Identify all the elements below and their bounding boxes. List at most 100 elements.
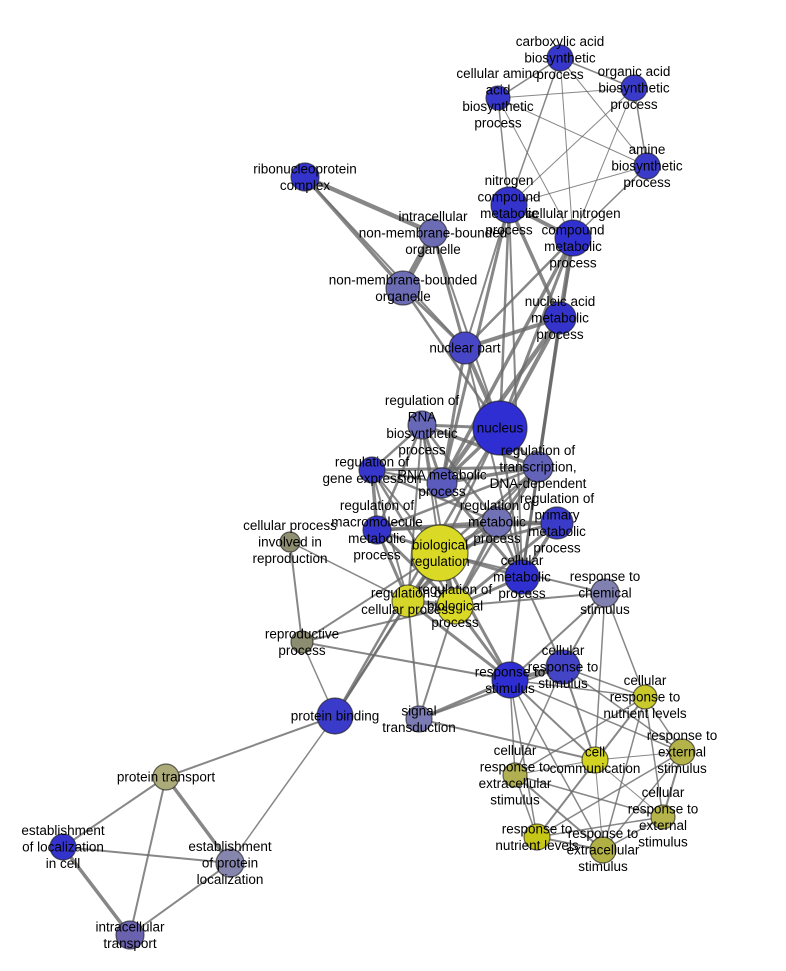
graph-edge[interactable] <box>371 465 539 472</box>
graph-edge[interactable] <box>464 347 523 578</box>
graph-edge[interactable] <box>594 751 683 761</box>
graph-edge[interactable] <box>418 605 456 720</box>
graph-edge[interactable] <box>62 846 231 864</box>
graph-edge[interactable] <box>602 751 683 851</box>
graph-node-cellular-response-to-nutrient-levels[interactable] <box>632 684 658 710</box>
graph-edge[interactable] <box>562 666 683 753</box>
graph-node-regulation-of-transcription-dna-dependent[interactable] <box>522 451 554 483</box>
graph-edge[interactable] <box>440 237 575 484</box>
graph-node-establishment-of-localization-in-cell[interactable] <box>49 833 77 861</box>
graph-edge[interactable] <box>509 679 538 838</box>
graph-edge[interactable] <box>520 317 562 578</box>
graph-edge[interactable] <box>164 775 232 865</box>
graph-edge[interactable] <box>464 237 574 349</box>
graph-edge[interactable] <box>559 57 648 167</box>
graph-node-cellular-response-to-extracellular-stimulus[interactable] <box>502 762 528 788</box>
graph-node-regulation-of-macromolecule-metabolic-process[interactable] <box>362 515 392 545</box>
graph-edge[interactable] <box>514 696 646 776</box>
graph-edge[interactable] <box>454 521 558 608</box>
graph-node-protein-transport[interactable] <box>152 763 180 791</box>
graph-node-regulation-of-gene-expression[interactable] <box>358 456 386 484</box>
graph-edge[interactable] <box>376 465 539 532</box>
graph-node-amine-biosynthetic-process[interactable] <box>633 152 661 180</box>
graph-edge[interactable] <box>62 776 167 848</box>
graph-edge[interactable] <box>509 679 596 761</box>
graph-edge[interactable] <box>61 845 132 937</box>
graph-node-regulation-of-biological-process[interactable] <box>436 587 474 625</box>
graph-node-regulation-of-metabolic-process[interactable] <box>481 506 513 538</box>
graph-edge[interactable] <box>644 696 664 818</box>
graph-edge[interactable] <box>431 232 467 349</box>
graph-node-organic-acid-biosynthetic-process[interactable] <box>620 74 648 102</box>
graph-edge[interactable] <box>594 592 606 761</box>
graph-node-nitrogen-compound-metabolic-process[interactable] <box>490 186 528 224</box>
graph-node-response-to-external-stimulus[interactable] <box>668 738 696 766</box>
graph-edge[interactable] <box>464 316 561 350</box>
graph-node-cellular-response-to-external-stimulus[interactable] <box>650 804 676 830</box>
graph-node-response-to-stimulus[interactable] <box>491 661 529 699</box>
graph-node-intracellular-transport[interactable] <box>115 920 145 950</box>
graph-edge[interactable] <box>536 751 683 838</box>
graph-edge[interactable] <box>301 641 511 681</box>
graph-edge[interactable] <box>464 204 510 349</box>
graph-node-cellular-response-to-stimulus[interactable] <box>545 649 581 685</box>
graph-node-regulation-of-rna-biosynthetic-process[interactable] <box>407 410 437 440</box>
graph-node-biological-regulation[interactable] <box>411 524 469 582</box>
graph-edge[interactable] <box>604 592 646 698</box>
graph-edge[interactable] <box>594 759 664 818</box>
graph-edge[interactable] <box>498 204 511 429</box>
graph-node-cellular-nitrogen-compound-metabolic-process[interactable] <box>554 219 592 257</box>
graph-edge[interactable] <box>498 237 575 429</box>
graph-edge[interactable] <box>407 599 511 682</box>
graph-edge[interactable] <box>454 592 606 607</box>
graph-edge[interactable] <box>536 816 664 838</box>
graph-node-ribonucleoprotein-complex[interactable] <box>290 162 320 192</box>
graph-node-intracellular-non-membrane-bounded-organelle[interactable] <box>418 218 448 248</box>
graph-node-nucleus[interactable] <box>472 400 528 456</box>
graph-node-response-to-chemical-stimulus[interactable] <box>590 578 620 608</box>
graph-node-signal-transduction[interactable] <box>405 705 433 733</box>
graph-node-nuclear-part[interactable] <box>448 331 482 365</box>
graph-edge[interactable] <box>514 774 664 818</box>
graph-node-nucleic-acid-metabolic-process[interactable] <box>543 301 577 335</box>
graph-edge[interactable] <box>129 862 231 936</box>
graph-node-establishment-of-protein-localization[interactable] <box>215 848 245 878</box>
graph-edge[interactable] <box>229 715 336 864</box>
graph-edge[interactable] <box>514 774 604 851</box>
graph-edge[interactable] <box>497 97 574 239</box>
graph-edge[interactable] <box>508 165 648 206</box>
graph-node-response-to-extracellular-stimulus[interactable] <box>589 836 617 864</box>
graph-edge[interactable] <box>304 176 466 349</box>
graph-edge[interactable] <box>572 87 635 239</box>
graph-edge[interactable] <box>509 679 604 851</box>
graph-edge[interactable] <box>602 696 646 851</box>
graph-edge[interactable] <box>497 87 635 99</box>
graph-edge[interactable] <box>418 718 596 761</box>
graph-edge[interactable] <box>508 87 635 206</box>
graph-node-regulation-of-primary-metabolic-process[interactable] <box>540 506 574 540</box>
graph-edge[interactable] <box>370 469 457 607</box>
graph-edge[interactable] <box>418 666 564 720</box>
graph-edge[interactable] <box>421 424 498 523</box>
graph-node-cellular-process-involved-in-reproduction[interactable] <box>279 531 301 553</box>
graph-edge[interactable] <box>509 679 683 753</box>
graph-edge[interactable] <box>497 97 648 167</box>
graph-node-cellular-metabolic-process[interactable] <box>504 559 540 595</box>
graph-edge[interactable] <box>333 427 502 717</box>
graph-edge[interactable] <box>407 600 420 720</box>
graph-edge[interactable] <box>401 287 502 429</box>
graph-node-carboxylic-acid-biosynthetic-process[interactable] <box>546 44 574 72</box>
graph-node-response-to-nutrient-levels[interactable] <box>523 823 551 851</box>
graph-edge[interactable] <box>304 174 434 236</box>
graph-edge[interactable] <box>509 679 646 698</box>
graph-node-regulation-of-cellular-process[interactable] <box>391 584 425 618</box>
graph-edge[interactable] <box>441 465 539 485</box>
graph-edge[interactable] <box>509 592 606 681</box>
graph-node-reproductive-process[interactable] <box>290 630 314 654</box>
graph-edge[interactable] <box>432 232 501 429</box>
graph-edge[interactable] <box>508 57 561 206</box>
graph-edge[interactable] <box>507 204 562 319</box>
graph-edge[interactable] <box>289 541 303 643</box>
graph-edge[interactable] <box>301 605 456 643</box>
graph-node-protein-binding[interactable] <box>316 697 354 735</box>
